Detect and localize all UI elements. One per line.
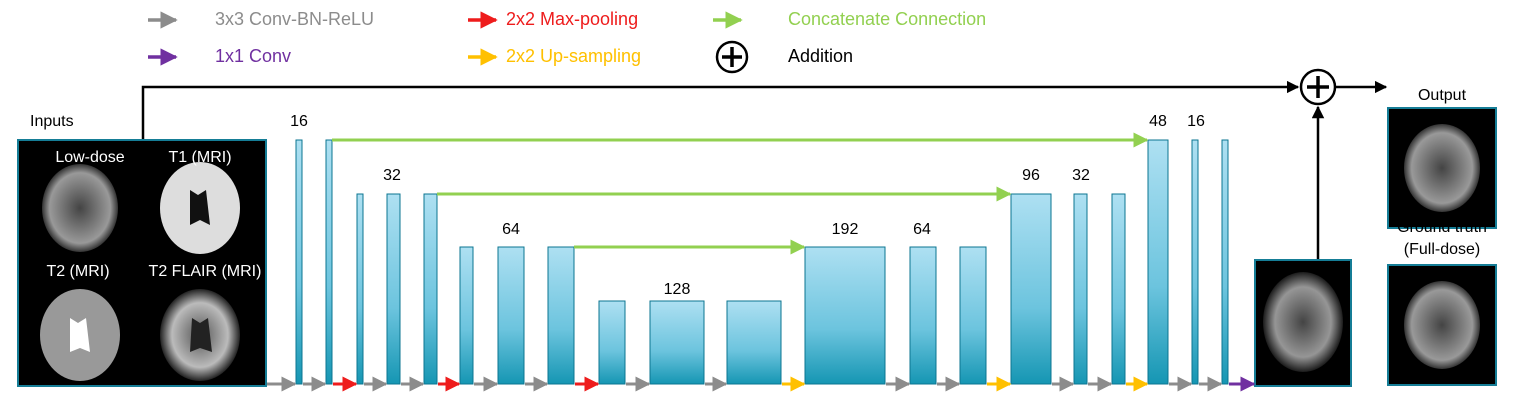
feature-map bbox=[295, 139, 303, 385]
feature-map bbox=[726, 300, 782, 385]
legend-label: 2x2 Up-sampling bbox=[506, 46, 641, 66]
ground-truth-title: Ground truth bbox=[1397, 219, 1487, 236]
image-label: T2 FLAIR (MRI) bbox=[149, 263, 262, 280]
feature-map bbox=[909, 246, 937, 385]
legend-label: 3x3 Conv-BN-ReLU bbox=[215, 9, 374, 29]
channel-label: 32 bbox=[1072, 167, 1090, 184]
feature-map bbox=[1147, 139, 1169, 385]
feature-map bbox=[1073, 193, 1088, 385]
feature-map bbox=[959, 246, 987, 385]
feature-map bbox=[547, 246, 575, 385]
brain-image bbox=[42, 164, 118, 252]
ventricle bbox=[190, 190, 210, 225]
ground-truth-title: (Full-dose) bbox=[1404, 241, 1480, 258]
channel-label: 16 bbox=[1187, 113, 1205, 130]
ventricle bbox=[70, 318, 90, 352]
channel-label: 64 bbox=[913, 221, 931, 238]
channel-label: 192 bbox=[832, 221, 859, 238]
residual-image bbox=[1263, 272, 1343, 372]
feature-map bbox=[598, 300, 626, 385]
output-title: Output bbox=[1418, 87, 1467, 104]
addition-node bbox=[1299, 68, 1337, 106]
feature-map bbox=[325, 139, 333, 385]
feature-map bbox=[497, 246, 525, 385]
feature-map bbox=[386, 193, 401, 385]
feature-map bbox=[1111, 193, 1126, 385]
feature-map bbox=[1010, 193, 1052, 385]
feature-map bbox=[804, 246, 886, 385]
inputs-title: Inputs bbox=[30, 113, 74, 130]
skip-connection bbox=[141, 80, 1388, 260]
feature-map bbox=[1191, 139, 1199, 385]
feature-map bbox=[649, 300, 705, 385]
feature-map bbox=[1221, 139, 1229, 385]
legend-label: 2x2 Max-pooling bbox=[506, 9, 638, 29]
legend-label: Addition bbox=[788, 46, 853, 66]
image-label: T2 (MRI) bbox=[46, 263, 109, 280]
ground-truth-image bbox=[1404, 281, 1480, 369]
channel-label: 128 bbox=[664, 281, 691, 298]
addition-symbol bbox=[715, 40, 749, 74]
output-image bbox=[1404, 124, 1480, 212]
feature-map bbox=[459, 246, 474, 385]
channel-label: 96 bbox=[1022, 167, 1040, 184]
channel-label: 48 bbox=[1149, 113, 1167, 130]
image-label: T1 (MRI) bbox=[168, 149, 231, 166]
image-label: Low-dose bbox=[55, 149, 124, 166]
channel-label: 64 bbox=[502, 221, 520, 238]
channel-label: 32 bbox=[383, 167, 401, 184]
feature-map bbox=[356, 193, 364, 385]
feature-map bbox=[423, 193, 438, 385]
legend-label: 1x1 Conv bbox=[215, 46, 291, 66]
legend-label: Concatenate Connection bbox=[788, 9, 986, 29]
ventricle bbox=[190, 318, 212, 352]
channel-label: 16 bbox=[290, 113, 308, 130]
